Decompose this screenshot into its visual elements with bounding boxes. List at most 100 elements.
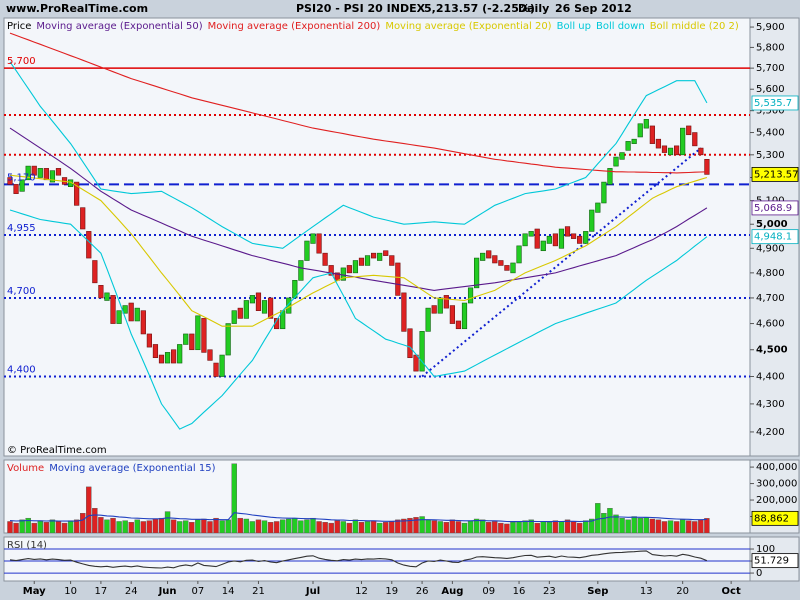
- line: [9, 174, 708, 327]
- x-tick-label: 12: [355, 586, 368, 597]
- candle: [74, 181, 80, 206]
- y-tick-label: 5,000: [756, 219, 788, 230]
- candle: [413, 354, 419, 372]
- candle: [80, 207, 86, 230]
- volume-bar: [370, 520, 377, 533]
- volume-bar: [576, 522, 583, 533]
- candle: [364, 255, 371, 266]
- volume-bar: [255, 519, 262, 533]
- candle: [643, 119, 649, 129]
- volume-bar: [116, 521, 122, 533]
- volume-bar: [140, 521, 147, 533]
- x-tick-label: 17: [95, 586, 108, 597]
- volume-bar: [110, 517, 116, 533]
- candle: [455, 320, 462, 330]
- candle: [492, 255, 498, 264]
- volume-bar: [261, 520, 268, 533]
- volume-bar: [128, 522, 134, 533]
- candle: [316, 233, 322, 254]
- volume-bar: [158, 517, 165, 533]
- candle: [449, 305, 455, 324]
- candle: [498, 260, 504, 266]
- candle: [110, 295, 116, 324]
- volume-bar: [516, 521, 522, 533]
- line: [9, 209, 708, 430]
- date: 26 Sep 2012: [555, 2, 632, 15]
- volume-bar: [661, 521, 668, 533]
- volume-bar: [401, 518, 407, 533]
- candle: [122, 305, 128, 314]
- candle: [255, 292, 262, 311]
- volume-bar: [328, 522, 334, 533]
- candle: [564, 226, 571, 237]
- level-label: 4,955: [7, 223, 36, 234]
- candle: [552, 233, 558, 247]
- candle: [352, 260, 359, 274]
- volume-bar: [686, 520, 692, 533]
- legend-entry: Boll down: [596, 21, 645, 32]
- x-tick-label: 24: [125, 586, 138, 597]
- candle: [583, 231, 589, 244]
- volume-bar: [564, 519, 571, 533]
- volume-bar: [316, 521, 322, 533]
- level-label: 5,700: [7, 56, 36, 67]
- y-tick-label: 4,700: [756, 293, 785, 304]
- legend-entry: Volume: [7, 463, 44, 474]
- y-tick-label: 5,600: [756, 84, 785, 95]
- candle: [55, 168, 62, 176]
- volume-bar: [86, 486, 92, 533]
- volume-bar: [176, 521, 183, 533]
- x-tick-label: 26: [416, 586, 429, 597]
- x-tick-label: 20: [676, 586, 689, 597]
- volume-bar: [510, 522, 516, 533]
- candle: [340, 267, 346, 281]
- value-marker-label: 88,862: [754, 513, 789, 524]
- value-marker: [751, 166, 799, 182]
- volume-bar: [473, 518, 480, 533]
- x-tick-label: Oct: [722, 586, 741, 597]
- candle: [680, 127, 686, 156]
- volume-bar: [595, 503, 601, 533]
- volume-bar: [692, 521, 698, 533]
- x-tick-label: 23: [543, 586, 556, 597]
- volume-bar: [37, 520, 43, 533]
- y-tick-label: 4,800: [756, 268, 785, 279]
- candle: [686, 125, 692, 136]
- candle: [304, 240, 310, 261]
- line: [9, 127, 708, 291]
- volume-bar: [310, 517, 316, 533]
- volume-bar: [413, 517, 419, 533]
- volume-bar: [237, 517, 243, 533]
- volume-bar: [643, 517, 649, 533]
- legend-entry: Price: [7, 21, 31, 32]
- volume-bar: [437, 521, 443, 533]
- volume-bar: [43, 522, 50, 533]
- site-name: www.ProRealTime.com: [6, 2, 148, 15]
- volume-bar: [631, 516, 637, 533]
- candle: [528, 231, 534, 237]
- line: [9, 512, 707, 523]
- candle: [189, 333, 195, 351]
- volume-bar: [679, 519, 686, 533]
- candle: [237, 307, 243, 319]
- x-tick-label: 07: [191, 586, 204, 597]
- volume-bar: [546, 522, 553, 533]
- volume-bar: [449, 519, 456, 533]
- candle: [183, 333, 189, 345]
- candle: [249, 295, 256, 304]
- volume-bar: [164, 511, 171, 533]
- value-marker-label: 51.729: [754, 556, 789, 567]
- legend-entry: Moving average (Exponential 50): [36, 21, 202, 32]
- volume-bar: [207, 521, 213, 533]
- candle: [546, 235, 552, 244]
- volume-bar: [467, 520, 474, 533]
- y-tick-label: 5,500: [756, 106, 785, 117]
- volume-bar: [479, 519, 486, 533]
- candle: [558, 228, 565, 249]
- candle: [383, 250, 389, 256]
- y-tick-label: 200,000: [756, 495, 797, 506]
- candle: [655, 138, 662, 149]
- volume-bar: [540, 521, 546, 533]
- candle: [13, 184, 19, 194]
